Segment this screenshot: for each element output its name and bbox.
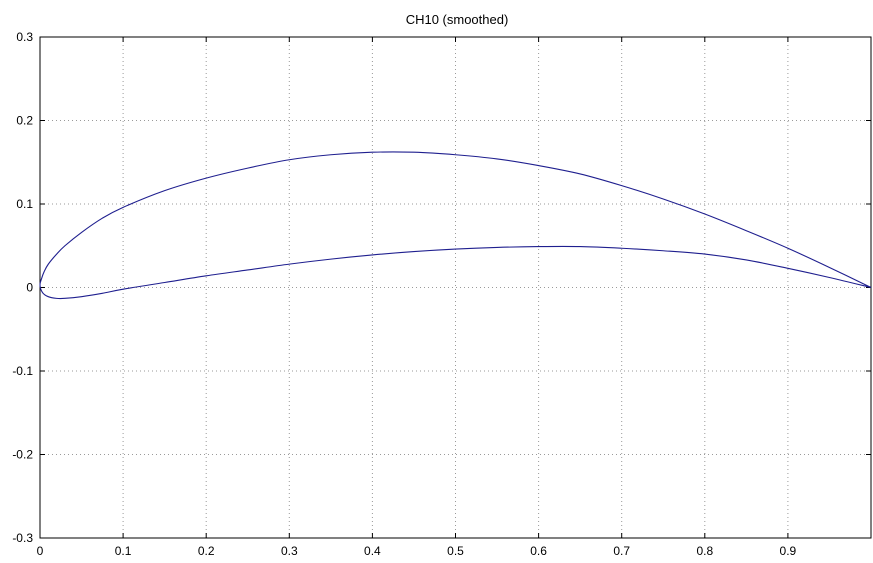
grid-lines <box>40 37 871 538</box>
y-tick-label: 0.1 <box>16 197 33 211</box>
chart-title: CH10 (smoothed) <box>406 12 509 27</box>
y-tick-label: -0.3 <box>12 531 33 545</box>
y-tick-label: 0 <box>26 281 33 295</box>
x-tick-label: 0.9 <box>780 544 797 558</box>
axis-ticks <box>39 36 871 539</box>
x-tick-label: 0 <box>37 544 44 558</box>
x-tick-label: 0.5 <box>447 544 464 558</box>
y-tick-label: 0.2 <box>16 114 33 128</box>
tick-labels: 0 0.1 0.2 0.3 0.4 0.5 0.6 0.7 0.8 0.9 -0.3 -0.2 -0.1… <box>12 30 796 558</box>
x-tick-label: 0.7 <box>613 544 630 558</box>
x-tick-label: 0.6 <box>530 544 547 558</box>
x-tick-label: 0.1 <box>115 544 132 558</box>
x-tick-label: 0.8 <box>696 544 713 558</box>
y-tick-label: -0.1 <box>12 364 33 378</box>
x-tick-label: 0.2 <box>198 544 215 558</box>
data-series <box>39 151 872 300</box>
airfoil-profile-line <box>39 151 872 300</box>
y-tick-label: -0.2 <box>12 448 33 462</box>
y-tick-label: 0.3 <box>16 30 33 44</box>
x-tick-label: 0.4 <box>364 544 381 558</box>
x-tick-label: 0.3 <box>281 544 298 558</box>
